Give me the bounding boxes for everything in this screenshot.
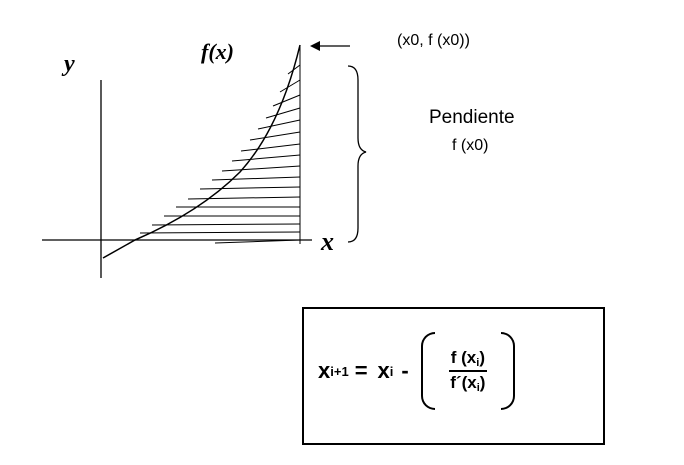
point-arrow — [310, 41, 350, 51]
left-parenthesis — [420, 332, 435, 410]
formula-lhs-subscript: i+1 — [330, 363, 349, 379]
formula-minus: - — [401, 358, 409, 383]
function-curve — [102, 44, 301, 259]
point-label: (x0, f (x0)) — [397, 32, 470, 49]
right-parenthesis — [500, 332, 515, 410]
hatched-region — [139, 45, 301, 244]
formula-fraction: f (xi) f´(xi) — [448, 348, 487, 394]
newton-formula: x i+1 = x i - f (xi) f´(xi) — [318, 331, 515, 411]
formula-rhs-var: x — [377, 358, 390, 383]
fraction-denominator: f´(xi) — [450, 373, 486, 394]
fraction-numerator: f (xi) — [448, 348, 487, 372]
function-label: f(x) — [201, 39, 234, 64]
formula-box: x i+1 = x i - f (xi) f´(xi) — [302, 307, 605, 445]
formula-lhs: x — [318, 358, 331, 383]
y-axis-label: y — [61, 51, 75, 77]
formula-equals: = — [354, 358, 368, 383]
slope-value-label: f (x0) — [452, 137, 488, 154]
slope-brace — [347, 65, 367, 243]
x-axis-label: x — [320, 227, 334, 256]
slope-label: Pendiente — [429, 107, 515, 128]
formula-rhs-subscript: i — [389, 363, 394, 379]
